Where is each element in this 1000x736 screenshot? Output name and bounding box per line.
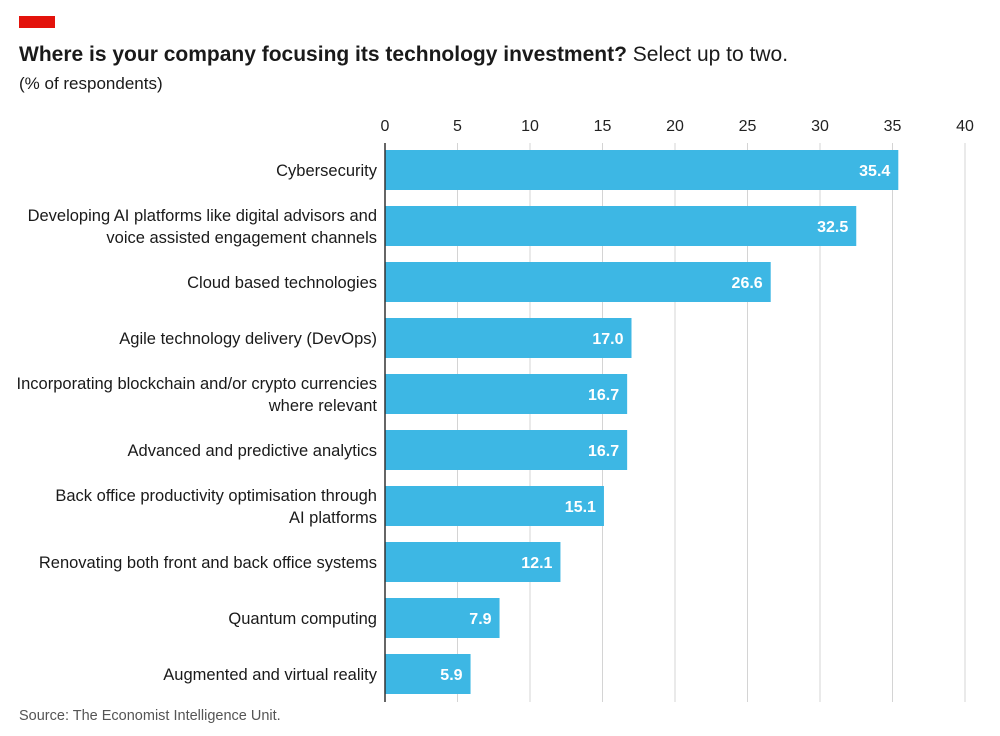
chart-title-note: Select up to two. (626, 43, 789, 66)
category-label: Cloud based technologies (187, 274, 377, 292)
x-tick-label: 35 (884, 118, 902, 135)
bar (385, 150, 899, 190)
x-tick-label: 40 (956, 118, 974, 135)
bar-value-label: 26.6 (732, 275, 763, 292)
category-label: where relevant (268, 397, 378, 415)
x-tick-label: 10 (521, 118, 539, 135)
bar (385, 542, 561, 582)
x-tick-label: 5 (453, 118, 462, 135)
source-note: Source: The Economist Intelligence Unit. (19, 708, 281, 724)
category-label: Advanced and predictive analytics (128, 442, 377, 460)
category-label: Agile technology delivery (DevOps) (119, 330, 377, 348)
bar-value-label: 7.9 (469, 611, 491, 628)
category-label: AI platforms (289, 509, 377, 527)
bar-value-label: 16.7 (588, 387, 619, 404)
bar (385, 318, 632, 358)
x-tick-label: 15 (594, 118, 612, 135)
bar (385, 486, 604, 526)
category-label: voice assisted engagement channels (106, 229, 377, 247)
bar (385, 654, 471, 694)
x-tick-label: 30 (811, 118, 829, 135)
category-label: Augmented and virtual reality (163, 666, 377, 684)
x-tick-label: 25 (739, 118, 757, 135)
bar-value-label: 16.7 (588, 443, 619, 460)
accent-bar (19, 16, 55, 28)
bar (385, 206, 857, 246)
bar (385, 262, 771, 302)
bar-value-label: 17.0 (592, 331, 623, 348)
bar (385, 598, 500, 638)
category-label: Quantum computing (228, 610, 377, 628)
x-tick-label: 20 (666, 118, 684, 135)
x-tick-label: 0 (381, 118, 390, 135)
bar-value-label: 35.4 (859, 163, 890, 180)
category-label: Renovating both front and back office sy… (39, 554, 377, 572)
bar-value-label: 32.5 (817, 219, 848, 236)
category-label: Incorporating blockchain and/or crypto c… (17, 375, 377, 393)
chart-title: Where is your company focusing its techn… (19, 43, 788, 67)
bar-value-label: 15.1 (565, 499, 596, 516)
category-label: Cybersecurity (276, 162, 378, 180)
bar-value-label: 5.9 (440, 667, 462, 684)
chart-title-main: Where is your company focusing its techn… (19, 43, 627, 66)
chart-subtitle: (% of respondents) (19, 74, 163, 93)
bar-value-label: 12.1 (521, 555, 552, 572)
bar (385, 374, 628, 414)
category-label: Back office productivity optimisation th… (55, 487, 377, 505)
category-label: Developing AI platforms like digital adv… (28, 207, 377, 225)
bar (385, 430, 628, 470)
